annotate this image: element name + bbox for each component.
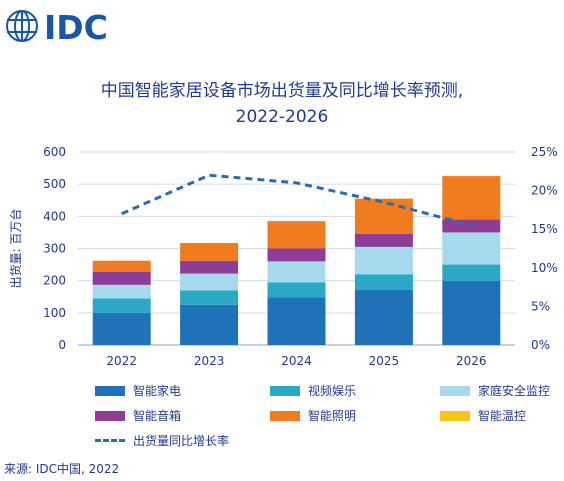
legend-item: 智能温控 <box>440 407 526 424</box>
y2-tick-label: 20% <box>531 184 558 198</box>
legend-label: 视频娱乐 <box>308 384 357 398</box>
legend-item: 智能音箱 <box>95 407 181 424</box>
legend-item: 智能照明 <box>270 407 356 424</box>
bar-segment <box>354 289 413 345</box>
legend-label: 家庭安全监控 <box>478 384 551 398</box>
legend-label: 智能音箱 <box>133 409 182 423</box>
bar-segment <box>92 298 151 313</box>
y-tick-label: 0 <box>58 338 66 352</box>
x-tick-label: 2024 <box>281 354 312 368</box>
bar-segment <box>267 261 326 283</box>
legend-item: 出货量同比增长率 <box>95 432 229 449</box>
x-tick-label: 2026 <box>456 354 487 368</box>
growth-rate-line <box>121 173 472 227</box>
bar-segment <box>92 271 151 285</box>
x-tick-label: 2023 <box>194 354 225 368</box>
legend-item: 智能家电 <box>95 382 181 399</box>
y2-tick-label: 15% <box>531 222 558 236</box>
y2-tick-label: 25% <box>531 145 558 159</box>
y-tick-label: 200 <box>43 274 66 288</box>
bar-segment <box>267 221 326 249</box>
y-tick-label: 400 <box>43 209 66 223</box>
y2-tick-label: 0% <box>531 338 550 352</box>
y2-tick-label: 10% <box>531 261 558 275</box>
chart-title-line-2: 2022-2026 <box>235 107 329 127</box>
bar-segment <box>354 246 413 275</box>
y-tick-label: 300 <box>43 242 66 256</box>
legend-swatch <box>440 385 470 396</box>
idc-logo-globe-icon <box>6 10 38 42</box>
legend-label: 智能照明 <box>308 409 357 423</box>
bar-segment <box>442 176 501 220</box>
legend-swatch <box>95 410 125 421</box>
bar-segment <box>92 284 151 299</box>
bar-segment <box>180 243 239 261</box>
bar-segment <box>267 282 326 298</box>
x-tick-label: 2025 <box>369 354 400 368</box>
bar-segment <box>267 248 326 262</box>
bar-segment <box>180 304 239 345</box>
legend-swatch <box>270 385 300 396</box>
legend-swatch <box>440 410 470 421</box>
bar-segment <box>442 280 501 345</box>
chart-title-line-1: 中国智能家居设备市场出货量及同比增长率预测, <box>100 81 464 101</box>
legend-label: 智能温控 <box>478 409 527 423</box>
bar-segment <box>354 198 413 235</box>
legend-item: 视频娱乐 <box>270 382 356 399</box>
x-tick-label: 2022 <box>106 354 137 368</box>
source-note: 来源: IDC中国, 2022 <box>4 462 120 476</box>
bar-segment <box>267 297 326 345</box>
bar-segment <box>180 290 239 305</box>
legend-swatch <box>95 439 125 442</box>
bar-segment <box>180 273 239 291</box>
legend-swatch <box>95 385 125 396</box>
y-tick-label: 500 <box>43 177 66 191</box>
bar-segment <box>354 274 413 290</box>
legend-swatch <box>270 410 300 421</box>
legend-label: 智能家电 <box>133 384 182 398</box>
y2-tick-label: 5% <box>531 299 550 313</box>
bar-segment <box>354 234 413 247</box>
idc-logo: IDC <box>6 8 108 46</box>
bar-segment <box>92 312 151 345</box>
chart-title: 中国智能家居设备市场出货量及同比增长率预测, 2022-2026 <box>0 78 564 130</box>
legend-label: 出货量同比增长率 <box>133 434 230 448</box>
y-tick-label: 100 <box>43 306 66 320</box>
y-tick-label: 600 <box>43 145 66 159</box>
bar-segment <box>180 260 239 274</box>
bar-segment <box>92 260 151 272</box>
y-axis-label: 出货量: 百万台 <box>8 209 23 289</box>
legend-item: 家庭安全监控 <box>440 382 550 399</box>
idc-logo-text: IDC <box>44 8 108 46</box>
bar-segment <box>442 232 501 265</box>
bar-segment <box>442 264 501 281</box>
